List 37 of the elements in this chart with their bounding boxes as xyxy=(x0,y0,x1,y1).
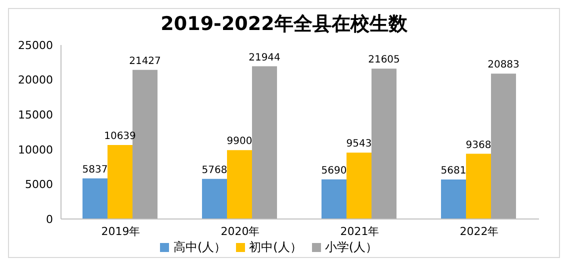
data-label: 21944 xyxy=(248,52,280,64)
legend-label: 高中(人） xyxy=(173,240,226,254)
legend-label: 初中(人） xyxy=(249,240,302,254)
x-tick-label: 2020年 xyxy=(220,224,260,238)
data-label: 10639 xyxy=(104,130,136,142)
y-tick-label: 0 xyxy=(46,212,53,226)
y-tick-label: 20000 xyxy=(18,74,53,87)
y-tick-label: 15000 xyxy=(18,108,53,122)
bar xyxy=(108,144,133,219)
data-label: 21427 xyxy=(129,56,161,67)
y-tick-label: 5000 xyxy=(25,178,53,192)
bar xyxy=(202,178,228,219)
bar xyxy=(252,66,278,219)
bar xyxy=(441,179,466,219)
x-tick-label: 2021年 xyxy=(340,224,380,238)
data-label: 5837 xyxy=(82,164,108,176)
bar xyxy=(227,150,252,219)
data-label: 5681 xyxy=(440,165,466,176)
bar xyxy=(82,178,108,219)
bar xyxy=(466,154,492,219)
data-label: 5690 xyxy=(321,165,347,176)
data-label: 20883 xyxy=(488,60,520,71)
x-tick-label: 2019年 xyxy=(101,224,140,238)
legend-label: 小学(人） xyxy=(324,240,378,254)
x-tick-label: 2022年 xyxy=(460,224,499,238)
chart-title: 2019-2022年全县在校生数 xyxy=(160,12,408,37)
data-label: 9900 xyxy=(226,136,252,148)
bar xyxy=(491,74,516,219)
data-label: 21605 xyxy=(368,54,400,66)
bar xyxy=(322,179,347,219)
y-tick-label: 25000 xyxy=(18,38,53,52)
data-label: 9368 xyxy=(466,140,492,151)
bar xyxy=(346,152,372,219)
y-tick-label: 10000 xyxy=(18,143,53,156)
bar xyxy=(372,68,397,219)
data-label: 5768 xyxy=(202,164,228,176)
data-label: 9543 xyxy=(346,138,372,150)
